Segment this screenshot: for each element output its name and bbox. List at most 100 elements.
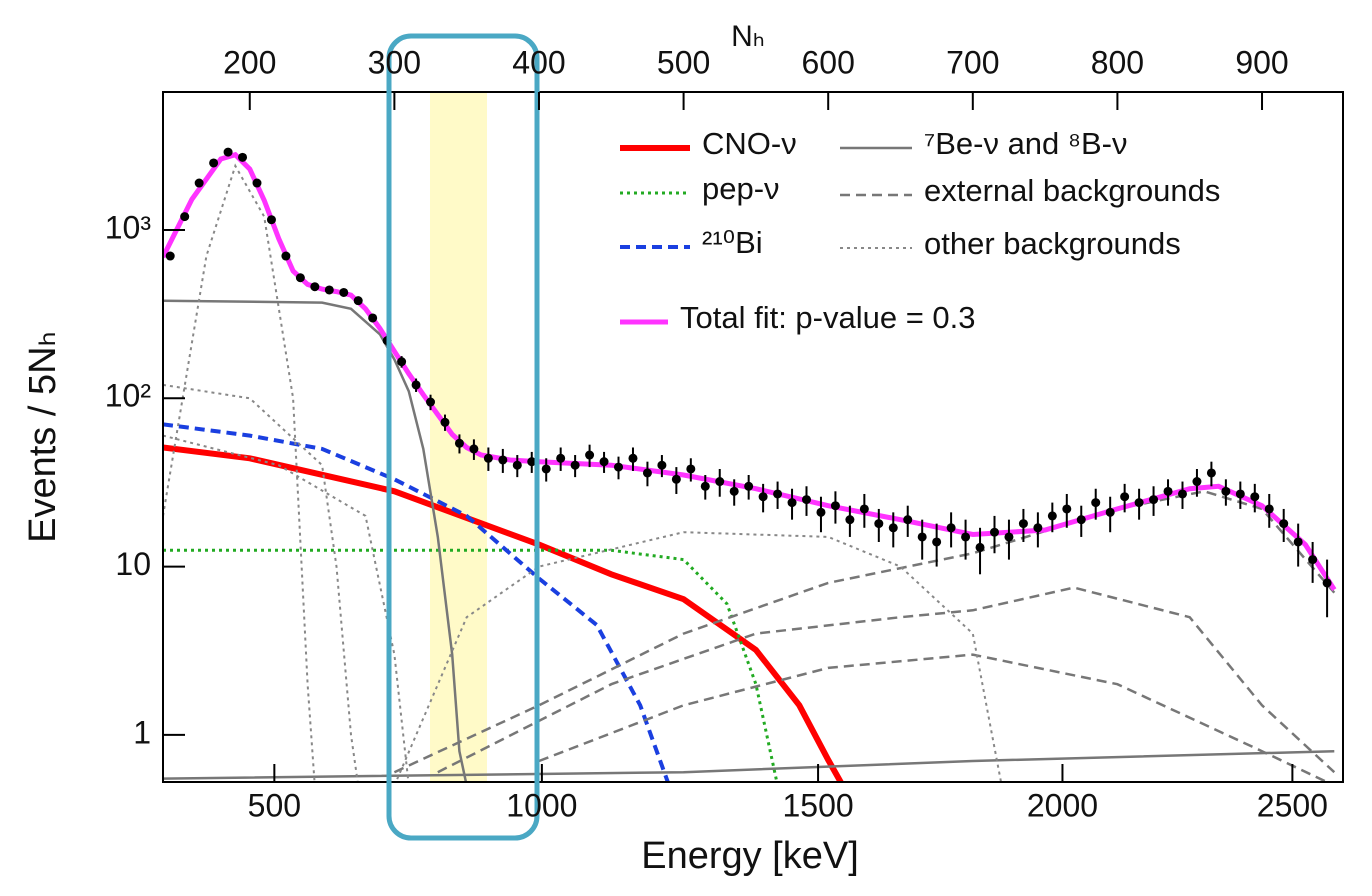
y-tick-label: 1 [133, 714, 151, 750]
curve [163, 151, 1337, 591]
data-point [209, 158, 219, 168]
data-point [397, 357, 407, 367]
data-point [570, 460, 580, 470]
x-tick-label: 2000 [1027, 787, 1098, 823]
data-point [194, 178, 204, 188]
curve [394, 531, 1003, 782]
data-point [1250, 492, 1260, 502]
data-point [614, 462, 624, 472]
curve [163, 749, 1335, 780]
curve [163, 299, 468, 782]
data-point [830, 501, 840, 511]
data-point [339, 287, 349, 297]
legend-label: ²¹⁰Bi [702, 225, 763, 260]
x2-tick-label: 700 [946, 44, 999, 80]
data-point [599, 457, 609, 467]
data-point [1279, 519, 1289, 529]
data-point [961, 532, 971, 542]
data-point [1076, 515, 1086, 525]
legend-label: ⁷Be-ν and ⁸B-ν [924, 126, 1127, 161]
data-point [1120, 492, 1130, 502]
data-point [483, 453, 493, 463]
curve [437, 586, 1336, 774]
data-point [440, 417, 450, 427]
data-point [1091, 498, 1101, 508]
data-point [686, 464, 696, 474]
data-point [845, 515, 855, 525]
data-point [1192, 477, 1202, 487]
data-point [1018, 519, 1028, 529]
data-point [787, 498, 797, 508]
data-point [700, 481, 710, 491]
data-point [1308, 555, 1318, 565]
y-tick-label: 10² [105, 378, 152, 414]
legend-label: pep-ν [702, 171, 780, 206]
data-point [1149, 495, 1159, 505]
curves [163, 147, 1337, 782]
data-point [874, 519, 884, 529]
data-point [1177, 489, 1187, 499]
data-point [671, 474, 681, 484]
data-point [1062, 504, 1072, 514]
y-axis-label: Events / 5Nₕ [22, 331, 64, 543]
data-point [295, 273, 305, 283]
data-point [454, 438, 464, 448]
x2-tick-label: 200 [223, 44, 276, 80]
highlight-box [386, 33, 540, 841]
x-tick-label: 1000 [506, 787, 577, 823]
data-point [975, 542, 985, 552]
data-point [527, 457, 537, 467]
data-point [715, 477, 725, 487]
legend-label: other backgrounds [924, 226, 1181, 261]
data-point [816, 507, 826, 517]
data-point [758, 492, 768, 502]
data-point [1206, 468, 1216, 478]
data-point [1134, 498, 1144, 508]
data-point [773, 489, 783, 499]
curve [163, 383, 359, 782]
data-point [512, 460, 522, 470]
data-point [642, 468, 652, 478]
data-point [281, 251, 291, 261]
data-point [469, 444, 479, 454]
data-point [368, 313, 378, 323]
data-point [1163, 486, 1173, 496]
curve [393, 490, 1336, 774]
data-point [917, 532, 927, 542]
data-point [657, 460, 667, 470]
data-point [498, 455, 508, 465]
data-point [585, 450, 595, 460]
data-point [859, 504, 869, 514]
data-point [1264, 504, 1274, 514]
curve [163, 422, 670, 782]
x2-tick-label: 500 [657, 44, 710, 80]
data-point [903, 515, 913, 525]
x-tick-label: 500 [248, 787, 301, 823]
data-point [426, 397, 436, 407]
x-tick-label: 1500 [782, 787, 853, 823]
data-point [1235, 489, 1245, 499]
data-point [932, 537, 942, 547]
data-point [744, 481, 754, 491]
data-point [802, 495, 812, 505]
legend-label: Total fit: p-value = 0.3 [680, 300, 976, 335]
data-point [310, 282, 320, 292]
data-point [180, 212, 190, 222]
data-point [1033, 523, 1043, 533]
data-point [1047, 511, 1057, 521]
data-point [165, 251, 175, 261]
data-point [1322, 578, 1332, 588]
data-point [628, 453, 638, 463]
x2-tick-label: 400 [512, 44, 565, 80]
data-point [556, 453, 566, 463]
x2-axis-label: Nₕ [731, 20, 765, 53]
legend-label: external backgrounds [924, 173, 1220, 208]
data-point [888, 523, 898, 533]
data-point [1221, 486, 1231, 496]
data-point [1105, 507, 1115, 517]
data-point [223, 147, 233, 157]
y-tick-label: 10³ [105, 209, 152, 245]
curve [163, 434, 410, 782]
x-tick-label: 2500 [1257, 787, 1328, 823]
